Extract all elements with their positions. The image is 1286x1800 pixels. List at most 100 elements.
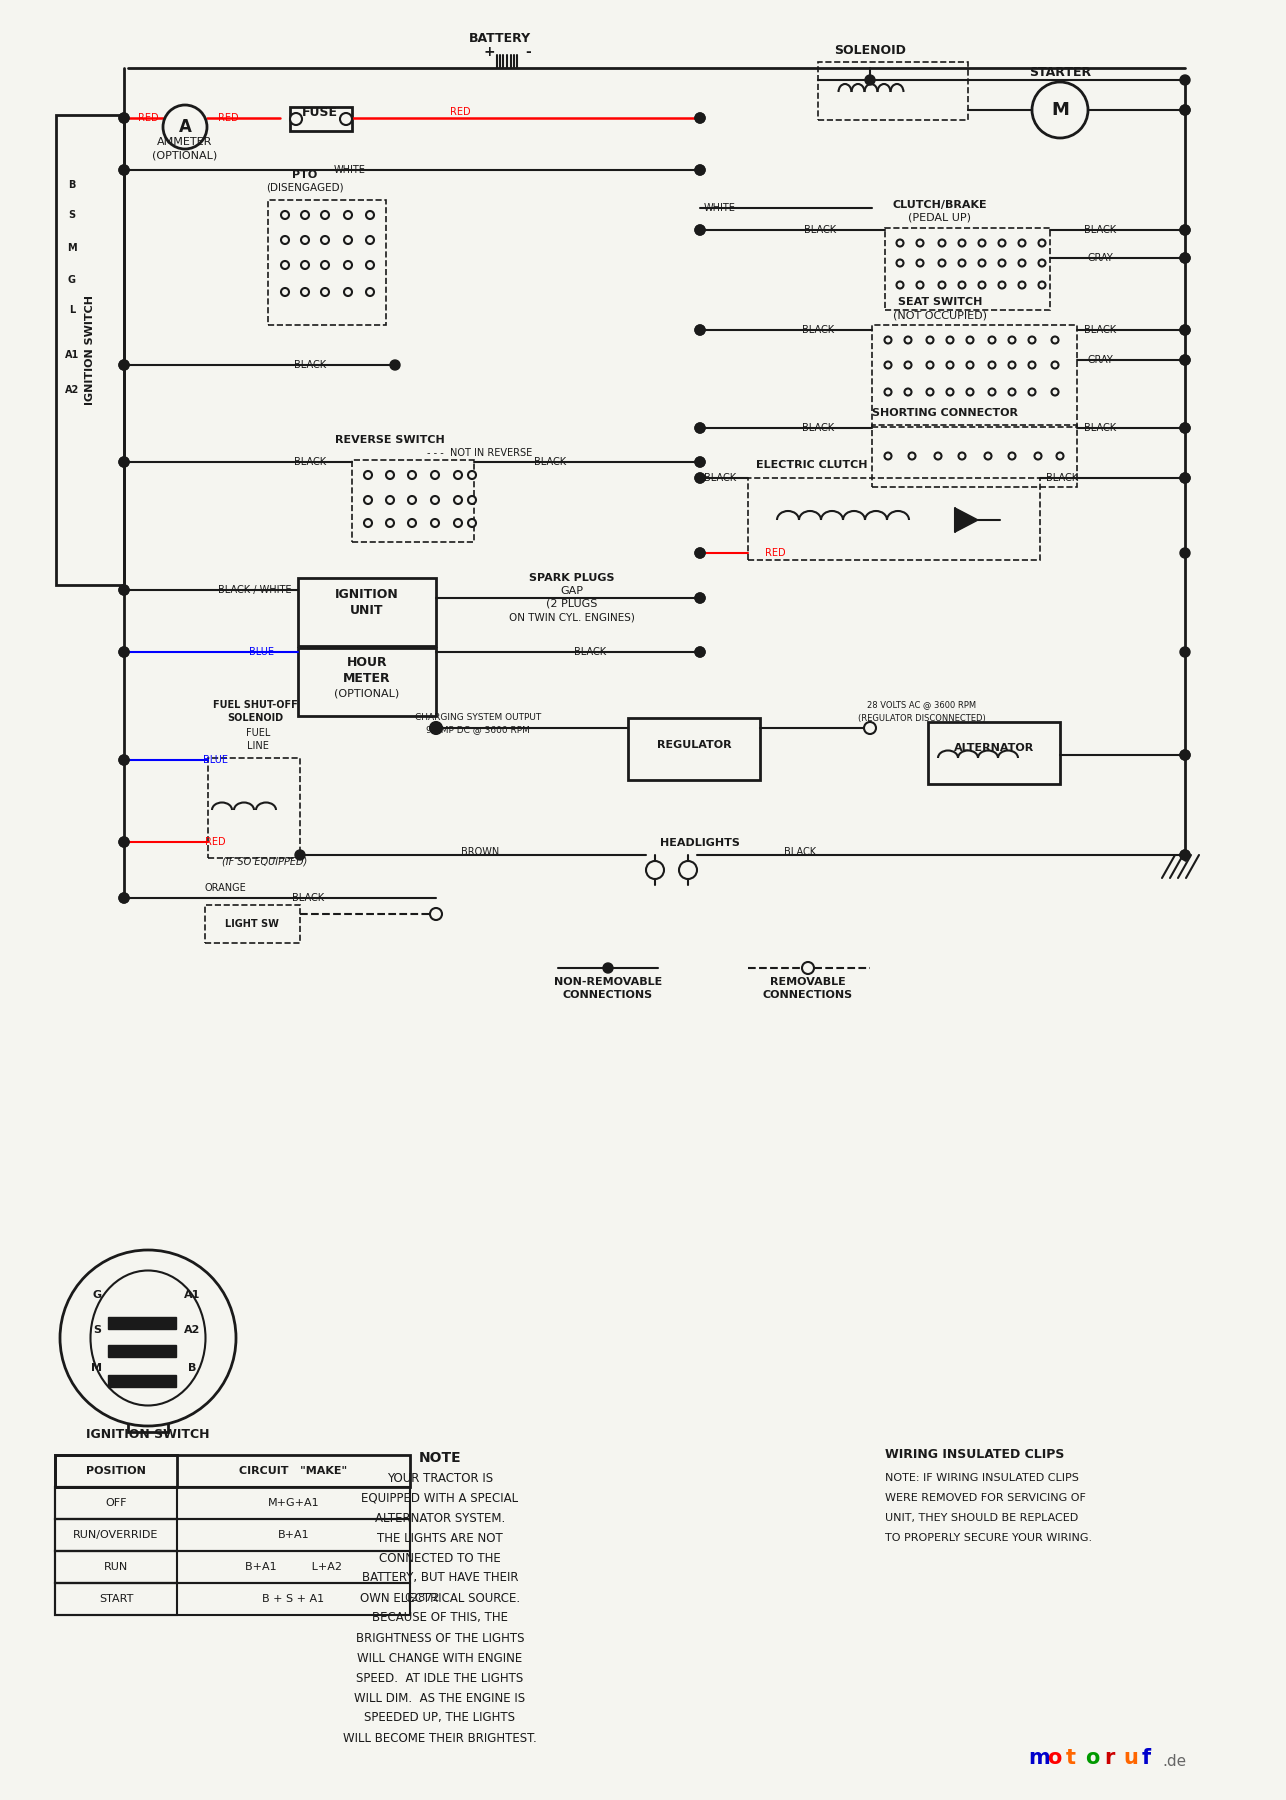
Circle shape bbox=[1181, 104, 1190, 115]
Circle shape bbox=[958, 281, 966, 288]
Circle shape bbox=[120, 457, 129, 466]
Circle shape bbox=[1039, 281, 1046, 288]
Circle shape bbox=[926, 337, 934, 344]
Circle shape bbox=[408, 497, 415, 504]
Circle shape bbox=[364, 518, 372, 527]
Circle shape bbox=[998, 281, 1006, 288]
Text: OWN ELECTRICAL SOURCE.: OWN ELECTRICAL SOURCE. bbox=[360, 1591, 520, 1604]
Circle shape bbox=[926, 362, 934, 369]
Circle shape bbox=[946, 389, 953, 396]
Bar bbox=[628, 718, 760, 779]
Text: BLUE: BLUE bbox=[202, 754, 228, 765]
Circle shape bbox=[1181, 547, 1190, 558]
Text: IGNITION SWITCH: IGNITION SWITCH bbox=[86, 1429, 210, 1442]
Text: BLACK: BLACK bbox=[1046, 473, 1078, 482]
Text: BLACK / WHITE: BLACK / WHITE bbox=[219, 585, 292, 596]
Circle shape bbox=[946, 362, 953, 369]
Circle shape bbox=[1008, 337, 1016, 344]
Circle shape bbox=[431, 497, 439, 504]
Circle shape bbox=[120, 837, 129, 848]
Bar bbox=[352, 461, 475, 542]
Text: BLACK: BLACK bbox=[294, 457, 327, 466]
Text: BROWN: BROWN bbox=[460, 848, 499, 857]
Circle shape bbox=[603, 963, 613, 974]
Text: RED: RED bbox=[138, 113, 158, 122]
Circle shape bbox=[917, 259, 923, 266]
Text: (OPTIONAL): (OPTIONAL) bbox=[152, 149, 217, 160]
Text: NON-REMOVABLE: NON-REMOVABLE bbox=[554, 977, 662, 986]
Circle shape bbox=[120, 360, 129, 371]
Circle shape bbox=[989, 389, 995, 396]
Circle shape bbox=[935, 452, 941, 459]
Text: o: o bbox=[1085, 1748, 1100, 1768]
Circle shape bbox=[322, 288, 329, 295]
Circle shape bbox=[468, 497, 476, 504]
Text: GRAY: GRAY bbox=[1087, 355, 1112, 365]
Circle shape bbox=[294, 850, 305, 860]
Text: GRAY: GRAY bbox=[1087, 254, 1112, 263]
Text: f: f bbox=[1142, 1748, 1151, 1768]
Circle shape bbox=[120, 360, 129, 371]
Circle shape bbox=[896, 239, 904, 247]
Circle shape bbox=[408, 472, 415, 479]
Text: WIRING INSULATED CLIPS: WIRING INSULATED CLIPS bbox=[885, 1449, 1065, 1462]
Text: HEADLIGHTS: HEADLIGHTS bbox=[660, 839, 739, 848]
Text: PTO: PTO bbox=[292, 169, 318, 180]
Circle shape bbox=[998, 239, 1006, 247]
Text: BLACK: BLACK bbox=[802, 423, 835, 434]
Circle shape bbox=[989, 337, 995, 344]
Text: BECAUSE OF THIS, THE: BECAUSE OF THIS, THE bbox=[372, 1611, 508, 1624]
Text: UNIT, THEY SHOULD BE REPLACED: UNIT, THEY SHOULD BE REPLACED bbox=[885, 1514, 1078, 1523]
Circle shape bbox=[430, 907, 442, 920]
Bar bbox=[108, 1345, 176, 1357]
Circle shape bbox=[694, 225, 705, 236]
Text: BLACK: BLACK bbox=[294, 360, 327, 371]
Circle shape bbox=[1019, 281, 1025, 288]
Circle shape bbox=[694, 473, 705, 482]
Circle shape bbox=[694, 646, 705, 657]
Circle shape bbox=[343, 288, 352, 295]
Text: ALTERNATOR SYSTEM.: ALTERNATOR SYSTEM. bbox=[376, 1512, 505, 1525]
Text: WERE REMOVED FOR SERVICING OF: WERE REMOVED FOR SERVICING OF bbox=[885, 1492, 1085, 1503]
Circle shape bbox=[1181, 473, 1190, 482]
Circle shape bbox=[694, 326, 705, 335]
Bar bbox=[55, 1454, 410, 1487]
Bar bbox=[872, 326, 1076, 427]
Circle shape bbox=[694, 423, 705, 434]
Circle shape bbox=[301, 236, 309, 245]
Text: CIRCUIT   "MAKE": CIRCUIT "MAKE" bbox=[239, 1465, 347, 1476]
Text: ALTERNATOR: ALTERNATOR bbox=[954, 743, 1034, 752]
Text: L: L bbox=[69, 304, 75, 315]
Circle shape bbox=[885, 362, 891, 369]
Text: BLACK: BLACK bbox=[804, 225, 836, 236]
Circle shape bbox=[1181, 254, 1190, 263]
Text: A2: A2 bbox=[64, 385, 80, 394]
Circle shape bbox=[1181, 326, 1190, 335]
Circle shape bbox=[431, 724, 441, 733]
Circle shape bbox=[1019, 259, 1025, 266]
Circle shape bbox=[694, 457, 705, 466]
Text: m: m bbox=[1028, 1748, 1049, 1768]
Circle shape bbox=[1039, 259, 1046, 266]
Text: ORANGE: ORANGE bbox=[204, 884, 246, 893]
Circle shape bbox=[1008, 389, 1016, 396]
Circle shape bbox=[282, 211, 289, 220]
Circle shape bbox=[885, 389, 891, 396]
Circle shape bbox=[864, 722, 876, 734]
Circle shape bbox=[120, 585, 129, 596]
Bar bbox=[928, 722, 1060, 785]
Text: SPEEDED UP, THE LIGHTS: SPEEDED UP, THE LIGHTS bbox=[364, 1712, 516, 1724]
Bar bbox=[55, 1552, 177, 1582]
Circle shape bbox=[1181, 225, 1190, 236]
Circle shape bbox=[694, 225, 705, 236]
Circle shape bbox=[967, 362, 974, 369]
Circle shape bbox=[120, 457, 129, 466]
Text: -: - bbox=[525, 45, 531, 59]
Circle shape bbox=[120, 585, 129, 596]
Text: LIGHT SW: LIGHT SW bbox=[225, 920, 279, 929]
Bar bbox=[108, 1375, 176, 1388]
Text: B+A1          L+A2: B+A1 L+A2 bbox=[246, 1562, 342, 1571]
Text: RUN/OVERRIDE: RUN/OVERRIDE bbox=[73, 1530, 158, 1541]
Circle shape bbox=[431, 518, 439, 527]
Bar bbox=[748, 479, 1040, 560]
